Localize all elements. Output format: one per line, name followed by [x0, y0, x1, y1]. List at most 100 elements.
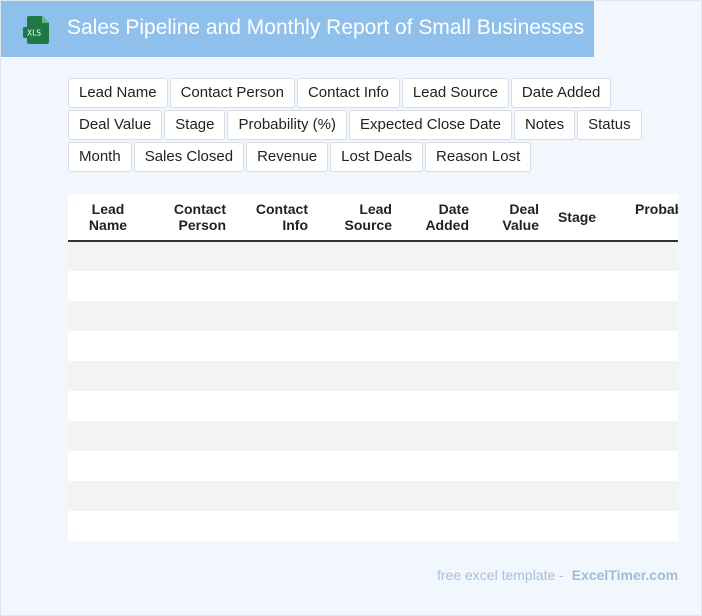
table-cell[interactable] [400, 241, 477, 271]
table-cell[interactable] [547, 421, 607, 451]
table-cell[interactable] [547, 451, 607, 481]
chip-probability[interactable]: Probability (%) [227, 110, 348, 140]
table-cell[interactable] [400, 391, 477, 421]
table-cell[interactable] [68, 241, 148, 271]
chip-revenue[interactable]: Revenue [246, 142, 329, 172]
table-cell[interactable] [400, 421, 477, 451]
table-cell[interactable] [607, 331, 678, 361]
table-cell[interactable] [477, 511, 547, 541]
table-cell[interactable] [400, 301, 477, 331]
table-cell[interactable] [68, 451, 148, 481]
column-header-contact-info[interactable]: Contact Info [234, 194, 316, 242]
table-cell[interactable] [607, 271, 678, 301]
table-cell[interactable] [316, 241, 400, 271]
table-cell[interactable] [234, 481, 316, 511]
table-cell[interactable] [400, 331, 477, 361]
table-cell[interactable] [547, 331, 607, 361]
chip-lead-source[interactable]: Lead Source [401, 78, 509, 108]
table-cell[interactable] [607, 301, 678, 331]
table-cell[interactable] [148, 421, 234, 451]
chip-stage[interactable]: Stage [164, 110, 226, 140]
table-cell[interactable] [547, 391, 607, 421]
column-header-lead-source[interactable]: Lead Source [316, 194, 400, 242]
column-header-lead-name[interactable]: Lead Name [68, 194, 148, 242]
table-cell[interactable] [607, 511, 678, 541]
table-cell[interactable] [148, 331, 234, 361]
table-cell[interactable] [316, 271, 400, 301]
table-cell[interactable] [607, 481, 678, 511]
column-header-probability[interactable]: Probability (%) [607, 194, 678, 242]
table-cell[interactable] [148, 271, 234, 301]
table-cell[interactable] [316, 481, 400, 511]
column-header-deal-value[interactable]: Deal Value [477, 194, 547, 242]
table-cell[interactable] [148, 481, 234, 511]
column-header-date-added[interactable]: Date Added [400, 194, 477, 242]
chip-deal-value[interactable]: Deal Value [68, 110, 163, 140]
table-cell[interactable] [547, 511, 607, 541]
table-cell[interactable] [400, 511, 477, 541]
table-cell[interactable] [148, 511, 234, 541]
chip-expected-close-date[interactable]: Expected Close Date [349, 110, 512, 140]
table-cell[interactable] [477, 301, 547, 331]
table-cell[interactable] [68, 271, 148, 301]
table-cell[interactable] [547, 361, 607, 391]
table-cell[interactable] [68, 481, 148, 511]
chip-sales-closed[interactable]: Sales Closed [133, 142, 245, 172]
table-cell[interactable] [607, 361, 678, 391]
table-cell[interactable] [400, 481, 477, 511]
table-cell[interactable] [477, 391, 547, 421]
table-cell[interactable] [234, 241, 316, 271]
chip-reason-lost[interactable]: Reason Lost [425, 142, 532, 172]
table-cell[interactable] [477, 331, 547, 361]
footer-brand-link[interactable]: ExcelTimer.com [571, 567, 679, 583]
table-cell[interactable] [400, 271, 477, 301]
table-cell[interactable] [607, 241, 678, 271]
chip-lead-name[interactable]: Lead Name [68, 78, 168, 108]
table-cell[interactable] [234, 331, 316, 361]
table-cell[interactable] [477, 451, 547, 481]
table-cell[interactable] [148, 301, 234, 331]
table-cell[interactable] [400, 361, 477, 391]
chip-contact-info[interactable]: Contact Info [296, 78, 400, 108]
chip-status[interactable]: Status [577, 110, 642, 140]
table-cell[interactable] [68, 331, 148, 361]
table-cell[interactable] [148, 391, 234, 421]
chip-date-added[interactable]: Date Added [510, 78, 612, 108]
chip-notes[interactable]: Notes [513, 110, 576, 140]
table-cell[interactable] [316, 391, 400, 421]
table-cell[interactable] [234, 301, 316, 331]
column-header-stage[interactable]: Stage [547, 194, 607, 242]
table-cell[interactable] [547, 481, 607, 511]
table-cell[interactable] [400, 451, 477, 481]
table-cell[interactable] [68, 421, 148, 451]
table-cell[interactable] [477, 361, 547, 391]
table-cell[interactable] [68, 511, 148, 541]
table-cell[interactable] [148, 241, 234, 271]
table-cell[interactable] [68, 391, 148, 421]
table-cell[interactable] [316, 301, 400, 331]
table-cell[interactable] [607, 421, 678, 451]
chip-contact-person[interactable]: Contact Person [169, 78, 295, 108]
table-cell[interactable] [234, 421, 316, 451]
table-cell[interactable] [477, 241, 547, 271]
table-cell[interactable] [547, 301, 607, 331]
table-cell[interactable] [234, 391, 316, 421]
table-cell[interactable] [234, 511, 316, 541]
table-cell[interactable] [234, 361, 316, 391]
table-cell[interactable] [316, 451, 400, 481]
table-cell[interactable] [547, 271, 607, 301]
table-cell[interactable] [148, 451, 234, 481]
table-cell[interactable] [234, 271, 316, 301]
table-cell[interactable] [316, 421, 400, 451]
table-cell[interactable] [477, 271, 547, 301]
table-cell[interactable] [607, 451, 678, 481]
table-cell[interactable] [68, 301, 148, 331]
table-cell[interactable] [316, 331, 400, 361]
table-cell[interactable] [607, 391, 678, 421]
chip-lost-deals[interactable]: Lost Deals [330, 142, 424, 172]
table-cell[interactable] [316, 511, 400, 541]
column-header-contact-person[interactable]: Contact Person [148, 194, 234, 242]
table-cell[interactable] [477, 481, 547, 511]
table-cell[interactable] [547, 241, 607, 271]
table-cell[interactable] [234, 451, 316, 481]
